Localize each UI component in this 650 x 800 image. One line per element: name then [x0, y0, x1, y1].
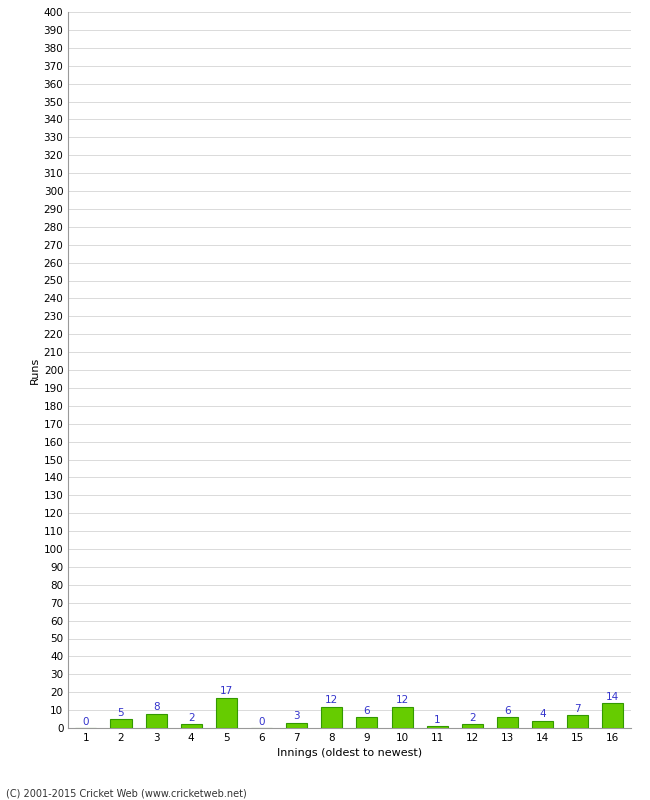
Bar: [146, 714, 166, 728]
Text: 2: 2: [188, 713, 194, 723]
Bar: [532, 721, 553, 728]
Bar: [497, 718, 518, 728]
X-axis label: Innings (oldest to newest): Innings (oldest to newest): [277, 749, 422, 758]
Bar: [603, 703, 623, 728]
Bar: [181, 725, 202, 728]
Text: 6: 6: [363, 706, 370, 716]
Text: 8: 8: [153, 702, 159, 712]
Y-axis label: Runs: Runs: [29, 356, 40, 384]
Text: 0: 0: [83, 717, 89, 726]
Text: 4: 4: [540, 710, 546, 719]
Text: (C) 2001-2015 Cricket Web (www.cricketweb.net): (C) 2001-2015 Cricket Web (www.cricketwe…: [6, 788, 247, 798]
Text: 2: 2: [469, 713, 476, 723]
Text: 6: 6: [504, 706, 511, 716]
Text: 7: 7: [575, 704, 581, 714]
Text: 5: 5: [118, 708, 124, 718]
Text: 0: 0: [258, 717, 265, 726]
Bar: [321, 706, 343, 728]
Text: 12: 12: [395, 695, 409, 705]
Text: 12: 12: [325, 695, 339, 705]
Bar: [111, 719, 131, 728]
Bar: [462, 725, 483, 728]
Text: 3: 3: [293, 711, 300, 721]
Text: 1: 1: [434, 714, 441, 725]
Text: 17: 17: [220, 686, 233, 696]
Text: 14: 14: [606, 691, 619, 702]
Bar: [216, 698, 237, 728]
Bar: [426, 726, 448, 728]
Bar: [391, 706, 413, 728]
Bar: [356, 718, 378, 728]
Bar: [567, 715, 588, 728]
Bar: [286, 722, 307, 728]
